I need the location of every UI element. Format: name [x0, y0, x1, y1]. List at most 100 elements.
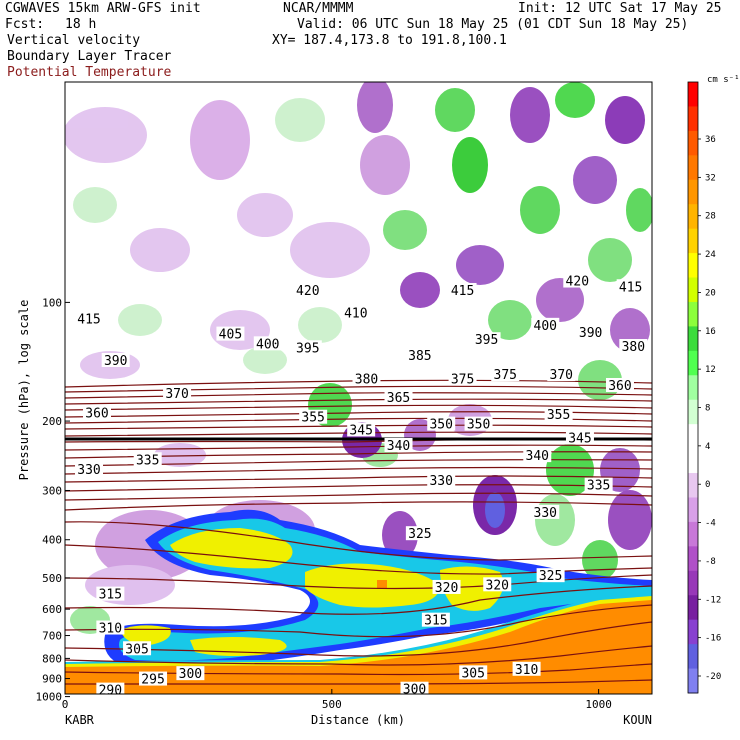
x-tick-label: 0 — [62, 698, 69, 711]
colorbar-label: 28 — [705, 212, 716, 222]
theta-label: 330 — [429, 474, 452, 489]
w-updraft-blob — [452, 137, 488, 193]
theta-label-bg — [347, 422, 376, 437]
x-tick-label: 1000 — [585, 698, 612, 711]
theta-label: 300 — [403, 683, 426, 698]
theta-label-bg — [176, 666, 205, 681]
x-tick-label: 500 — [322, 698, 342, 711]
theta-label-bg — [163, 386, 192, 401]
theta-label: 390 — [104, 354, 127, 369]
tracer-inner-region — [305, 563, 440, 608]
y-tick-label: 600 — [42, 603, 62, 616]
colorbar-swatch — [688, 228, 698, 254]
theta-contours — [65, 379, 652, 685]
forecast-hour: 18 h — [65, 17, 97, 32]
x-axis-ticks: 0 500 1000 — [62, 689, 612, 711]
w-downdraft-blob — [360, 135, 410, 195]
colorbar-swatch — [688, 570, 698, 596]
colorbar-swatch — [688, 375, 698, 401]
theta-label-bg — [101, 353, 130, 368]
w-downdraft-blob — [400, 272, 440, 308]
colorbar-label: -4 — [705, 519, 716, 529]
theta-label: 310 — [99, 622, 122, 637]
w-downdraft-blob — [573, 156, 617, 204]
w-updraft-blob — [546, 444, 594, 496]
theta-label-bg — [432, 579, 461, 594]
init-time: Init: 12 UTC Sat 17 May 25 — [518, 1, 722, 16]
colorbar-label: 32 — [705, 173, 716, 183]
theta-label: 375 — [451, 373, 474, 388]
theta-label-bg — [531, 504, 560, 519]
theta-label-bg — [405, 526, 434, 541]
colorbar-swatch — [688, 82, 698, 107]
colorbar-label: 16 — [705, 327, 716, 337]
theta-contour-labels: 415 420 410 415 420 415 405 400 395 395 400 390 380 3… — [75, 273, 648, 699]
colorbar-swatch — [688, 106, 698, 132]
theta-label: 370 — [165, 387, 188, 402]
theta-label: 330 — [534, 506, 557, 521]
theta-label: 335 — [136, 453, 159, 468]
theta-label: 300 — [179, 667, 202, 682]
theta-label: 420 — [566, 275, 589, 290]
theta-label-bg — [421, 612, 450, 627]
theta-label: 305 — [461, 666, 484, 681]
w-updraft-blob — [73, 187, 117, 223]
theta-label: 415 — [77, 313, 100, 328]
w-downdraft-blob — [357, 82, 393, 133]
theta-contour — [65, 466, 652, 475]
org-label: NCAR/MMMM — [283, 1, 354, 16]
theta-label-bg — [75, 462, 104, 477]
w-downdraft-blob — [237, 193, 293, 237]
theta-label-bg — [96, 620, 125, 635]
theta-label: 335 — [587, 479, 610, 494]
colorbar-swatch — [688, 399, 698, 425]
y-tick-label: 200 — [42, 415, 62, 428]
theta-label-bg — [216, 326, 245, 341]
tracer-inner-region — [170, 528, 293, 569]
theta-label: 360 — [608, 379, 631, 394]
plot-frame — [64, 81, 653, 695]
w-updraft-blob — [582, 540, 618, 580]
colorbar: 36 32 28 24 20 16 12 8 4 0 -4 -8 -12 -16 -20 — [687, 81, 721, 694]
theta-label-bg — [427, 472, 456, 487]
theta-label: 385 — [408, 349, 431, 364]
w-downdraft-blob — [65, 107, 147, 163]
colorbar-swatch — [688, 179, 698, 205]
theta-label: 325 — [539, 569, 562, 584]
w-updraft-blob — [243, 346, 287, 374]
y-tick-label: 300 — [42, 484, 62, 497]
theta-label-bg — [448, 282, 477, 297]
w-downdraft-blob — [382, 511, 418, 559]
theta-label: 310 — [515, 663, 538, 678]
theta-label: 395 — [296, 341, 319, 356]
theta-label-bg — [544, 407, 573, 422]
theta-label-bg — [531, 317, 560, 332]
y-tick-label: 800 — [42, 652, 62, 665]
theta-label-bg — [133, 452, 162, 467]
w-updraft-blob — [626, 188, 652, 232]
theta-label-bg — [512, 661, 541, 676]
w-downdraft-blob — [290, 222, 370, 278]
colorbar-swatch — [688, 350, 698, 376]
y-tick-label: 1000 — [36, 691, 63, 704]
field-boundary-layer-tracer: Boundary Layer Tracer — [7, 49, 172, 64]
w-updraft-blob — [520, 186, 560, 234]
theta-label-bg — [139, 671, 168, 686]
theta-label-bg — [459, 665, 488, 680]
colorbar-swatch — [688, 619, 698, 645]
colorbar-swatch — [688, 473, 698, 498]
w-updraft-blob — [383, 210, 427, 250]
field-vertical-velocity: Vertical velocity — [7, 33, 141, 48]
theta-label-bg — [75, 311, 104, 326]
colorbar-frame — [687, 81, 699, 694]
theta-label-bg — [605, 377, 634, 392]
y-axis-label: Pressure (hPa), log scale — [17, 300, 31, 481]
theta-label-bg — [352, 371, 381, 386]
theta-label-bg — [384, 437, 413, 452]
colorbar-label: 4 — [705, 442, 710, 452]
y-tick-label: 100 — [42, 296, 62, 309]
colorbar-swatch — [688, 155, 698, 181]
colorbar-swatch — [688, 668, 698, 694]
theta-label-bg — [96, 586, 125, 601]
